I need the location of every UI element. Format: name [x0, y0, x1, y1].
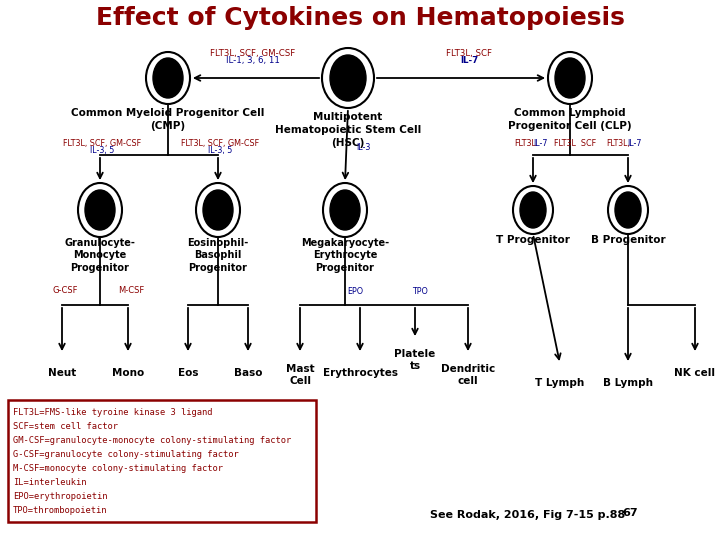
- Ellipse shape: [330, 55, 366, 101]
- Text: T Lymph: T Lymph: [536, 378, 585, 388]
- Ellipse shape: [153, 58, 183, 98]
- Text: NK cell: NK cell: [675, 368, 716, 378]
- Ellipse shape: [146, 52, 190, 104]
- Ellipse shape: [196, 183, 240, 237]
- Ellipse shape: [85, 190, 115, 230]
- Text: Erythrocytes: Erythrocytes: [323, 368, 397, 378]
- Text: See Rodak, 2016, Fig 7-15 p.88: See Rodak, 2016, Fig 7-15 p.88: [430, 510, 625, 520]
- Ellipse shape: [78, 183, 122, 237]
- Text: M-CSF=monocyte colony-stimulating factor: M-CSF=monocyte colony-stimulating factor: [13, 464, 223, 473]
- Text: Eosinophil-
Basophil
Progenitor: Eosinophil- Basophil Progenitor: [187, 238, 248, 273]
- Ellipse shape: [322, 48, 374, 108]
- Text: FLT3L,: FLT3L,: [606, 139, 630, 148]
- Ellipse shape: [330, 190, 360, 230]
- Text: SCF=stem cell factor: SCF=stem cell factor: [13, 422, 118, 431]
- Ellipse shape: [615, 192, 641, 228]
- Text: Common Myeloid Progenitor Cell
(CMP): Common Myeloid Progenitor Cell (CMP): [71, 108, 265, 131]
- Text: FLT3L  SCF: FLT3L SCF: [554, 139, 596, 148]
- Text: G-CSF: G-CSF: [53, 286, 78, 295]
- Text: Common Lymphoid
Progenitor Cell (CLP): Common Lymphoid Progenitor Cell (CLP): [508, 108, 632, 131]
- Ellipse shape: [513, 186, 553, 234]
- Text: IL-7: IL-7: [460, 56, 478, 65]
- Text: B Lymph: B Lymph: [603, 378, 653, 388]
- Text: IL-3, 5: IL-3, 5: [90, 146, 114, 155]
- Text: FLT3L, SCF, GM-CSF: FLT3L, SCF, GM-CSF: [210, 49, 296, 58]
- Text: Neut: Neut: [48, 368, 76, 378]
- Ellipse shape: [323, 183, 367, 237]
- Text: Effect of Cytokines on Hematopoiesis: Effect of Cytokines on Hematopoiesis: [96, 6, 624, 30]
- Text: Multipotent
Hematopoietic Stem Cell
(HSC): Multipotent Hematopoietic Stem Cell (HSC…: [275, 112, 421, 147]
- Text: IL-7: IL-7: [534, 139, 548, 148]
- Text: IL-1, 3, 6, 11: IL-1, 3, 6, 11: [226, 56, 280, 65]
- Ellipse shape: [548, 52, 592, 104]
- Text: GM-CSF=granulocyte-monocyte colony-stimulating factor: GM-CSF=granulocyte-monocyte colony-stimu…: [13, 436, 292, 445]
- Text: G-CSF=granulocyte colony-stimulating factor: G-CSF=granulocyte colony-stimulating fac…: [13, 450, 239, 459]
- Text: Dendritic
cell: Dendritic cell: [441, 364, 495, 386]
- Text: 67: 67: [622, 508, 638, 518]
- Text: IL=interleukin: IL=interleukin: [13, 478, 86, 487]
- Text: B Progenitor: B Progenitor: [590, 235, 665, 245]
- Text: FLT3L: FLT3L: [514, 139, 536, 148]
- Text: Eos: Eos: [178, 368, 198, 378]
- Text: Platele
ts: Platele ts: [395, 349, 436, 370]
- Text: IL-7: IL-7: [626, 139, 642, 148]
- Text: IL-3: IL-3: [356, 143, 370, 152]
- Text: T Progenitor: T Progenitor: [496, 235, 570, 245]
- Text: Mast
Cell: Mast Cell: [286, 364, 315, 386]
- Ellipse shape: [203, 190, 233, 230]
- Text: FLT3L, SCF, GM-CSF: FLT3L, SCF, GM-CSF: [63, 139, 141, 148]
- Text: Megakaryocyte-
Erythrocyte
Progenitor: Megakaryocyte- Erythrocyte Progenitor: [301, 238, 389, 273]
- FancyBboxPatch shape: [8, 400, 316, 522]
- Text: Baso: Baso: [234, 368, 262, 378]
- Ellipse shape: [555, 58, 585, 98]
- Text: FLT3L, SCF, GM-CSF: FLT3L, SCF, GM-CSF: [181, 139, 259, 148]
- Ellipse shape: [520, 192, 546, 228]
- Text: IL-3, 5: IL-3, 5: [208, 146, 232, 155]
- Text: FLT3L, SCF: FLT3L, SCF: [446, 49, 492, 58]
- Text: M-CSF: M-CSF: [118, 286, 144, 295]
- Text: TPO: TPO: [412, 287, 428, 296]
- Text: TPO=thrombopoietin: TPO=thrombopoietin: [13, 506, 107, 515]
- Text: FLT3L=FMS-like tyroine kinase 3 ligand: FLT3L=FMS-like tyroine kinase 3 ligand: [13, 408, 212, 417]
- Ellipse shape: [608, 186, 648, 234]
- Text: Granulocyte-
Monocyte
Progenitor: Granulocyte- Monocyte Progenitor: [65, 238, 135, 273]
- Text: EPO=erythropoietin: EPO=erythropoietin: [13, 492, 107, 501]
- Text: EPO: EPO: [347, 287, 363, 296]
- Text: Mono: Mono: [112, 368, 144, 378]
